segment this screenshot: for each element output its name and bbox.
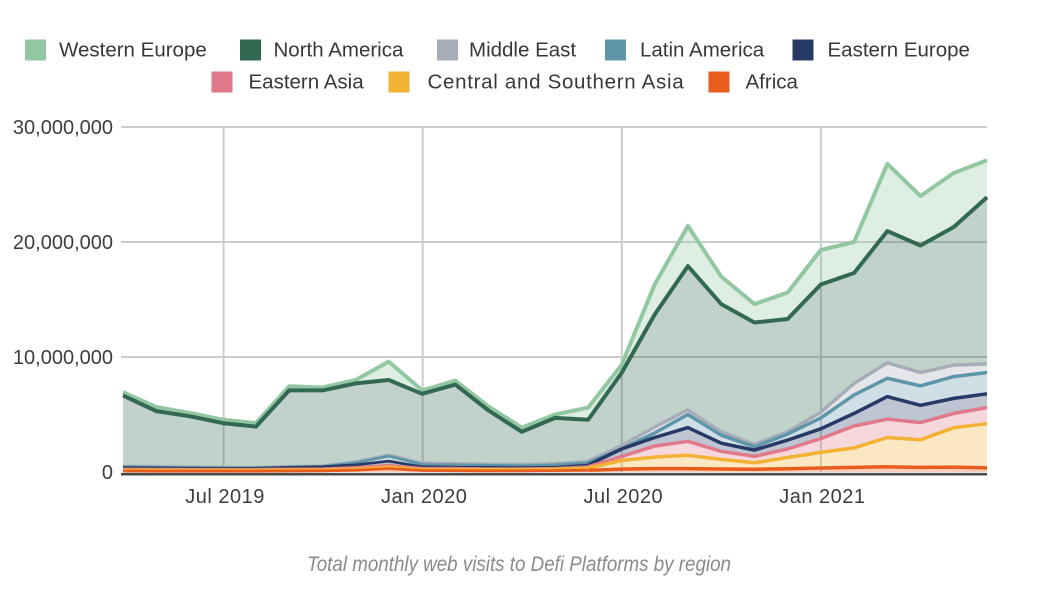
svg-text:0: 0: [102, 462, 113, 484]
svg-text:Jan 2020: Jan 2020: [381, 486, 467, 508]
svg-text:Jul 2019: Jul 2019: [185, 486, 265, 508]
svg-text:Total monthly web visits to De: Total monthly web visits to Defi Platfor…: [307, 553, 731, 576]
svg-text:Eastern Asia: Eastern Asia: [249, 70, 365, 93]
svg-text:20,000,000: 20,000,000: [13, 232, 113, 254]
svg-text:Jul 2020: Jul 2020: [583, 486, 663, 508]
svg-text:Central and Southern Asia: Central and Southern Asia: [428, 70, 685, 93]
svg-text:Western Europe: Western Europe: [59, 38, 207, 61]
svg-text:Eastern Europe: Eastern Europe: [828, 38, 970, 61]
svg-text:Africa: Africa: [746, 70, 799, 93]
svg-text:10,000,000: 10,000,000: [13, 347, 113, 369]
svg-text:Jan 2021: Jan 2021: [779, 486, 865, 508]
svg-text:30,000,000: 30,000,000: [13, 117, 113, 139]
svg-text:Middle East: Middle East: [469, 38, 576, 61]
svg-text:North America: North America: [274, 38, 404, 61]
svg-text:Latin America: Latin America: [640, 38, 765, 61]
